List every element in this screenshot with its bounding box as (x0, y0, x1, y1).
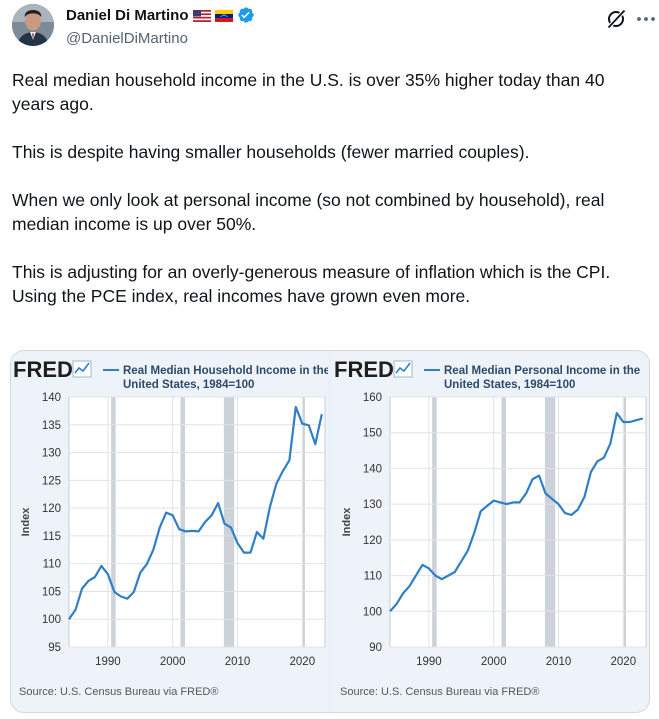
tweet-body: Real median household income in the U.S.… (12, 68, 652, 332)
y-tick-label: 120 (363, 535, 382, 547)
y-axis-label: Index (20, 507, 32, 537)
chart-title-line1: Real Median Personal Income in the (444, 365, 640, 377)
recession-band (432, 397, 437, 647)
verified-badge-icon (237, 6, 255, 24)
x-tick-label: 1990 (416, 656, 442, 668)
y-tick-label: 160 (363, 392, 382, 404)
y-tick-label: 130 (42, 448, 61, 460)
x-tick-label: 2020 (290, 656, 316, 668)
y-tick-label: 110 (364, 571, 382, 583)
fred-logo: FRED (13, 357, 73, 382)
tweet-header: Daniel Di Martino (12, 4, 655, 54)
y-axis-label: Index (341, 507, 353, 537)
tweet-paragraph: This is despite having smaller household… (12, 142, 530, 162)
grok-icon[interactable] (605, 8, 627, 30)
x-tick-label: 1990 (95, 656, 121, 668)
y-tick-label: 115 (43, 531, 61, 543)
y-tick-label: 100 (363, 606, 382, 618)
author-name[interactable]: Daniel Di Martino (66, 6, 189, 24)
household-chart-svg: FRED Real Median Household Income in the U… (13, 357, 328, 698)
chart-source: Source: U.S. Census Bureau via FRED® (340, 686, 539, 698)
tweet-paragraph: Real median household income in the U.S.… (12, 70, 605, 114)
x-tick-label: 2000 (481, 656, 507, 668)
recession-band (180, 397, 186, 647)
author-name-row: Daniel Di Martino (66, 6, 255, 24)
y-tick-label: 140 (42, 392, 61, 404)
series-line (68, 405, 323, 620)
personal-chart-svg: FRED Real Median Personal Income in the Un… (334, 357, 647, 698)
recession-band (623, 397, 626, 647)
fred-chart-icon (393, 360, 413, 378)
x-tick-label: 2010 (546, 656, 572, 668)
recession-band (223, 397, 235, 647)
y-tick-label: 120 (42, 503, 61, 515)
tweet-paragraph: When we only look at personal income (so… (12, 190, 605, 234)
recession-band (302, 397, 305, 647)
recession-band (501, 397, 507, 647)
author-avatar[interactable] (12, 4, 54, 46)
venezuela-flag-icon (214, 9, 233, 22)
tweet-media[interactable]: FRED Real Median Household Income in the U… (10, 350, 650, 713)
chart-title-line2: United States, 1984=100 (444, 379, 575, 391)
series-line (389, 411, 644, 613)
more-options-icon[interactable] (635, 8, 657, 30)
chart-source: Source: U.S. Census Bureau via FRED® (19, 686, 218, 698)
fred-logo: FRED (334, 357, 394, 382)
personal-income-chart[interactable]: FRED Real Median Personal Income in the Un… (332, 351, 649, 712)
y-tick-label: 135 (42, 420, 61, 432)
y-tick-label: 125 (42, 475, 61, 487)
author-handle[interactable]: @DanielDiMartino (66, 30, 188, 47)
x-tick-label: 2010 (225, 656, 251, 668)
y-tick-label: 140 (363, 463, 382, 475)
y-tick-label: 105 (42, 586, 61, 598)
y-tick-label: 110 (43, 559, 61, 571)
recession-band (111, 397, 116, 647)
y-tick-label: 130 (363, 499, 382, 511)
y-tick-label: 90 (369, 642, 382, 654)
recession-band (544, 397, 556, 647)
fred-chart-icon (72, 360, 92, 378)
household-income-chart[interactable]: FRED Real Median Household Income in the U… (11, 351, 328, 712)
y-tick-label: 95 (48, 642, 61, 654)
tweet-paragraph: This is adjusting for an overly-generous… (12, 262, 611, 306)
y-tick-label: 100 (42, 614, 61, 626)
chart-title-line1: Real Median Household Income in the (123, 365, 328, 377)
y-tick-label: 150 (363, 428, 382, 440)
us-flag-icon (192, 9, 211, 22)
chart-title-line2: United States, 1984=100 (123, 379, 254, 391)
x-tick-label: 2000 (160, 656, 186, 668)
x-tick-label: 2020 (611, 656, 637, 668)
